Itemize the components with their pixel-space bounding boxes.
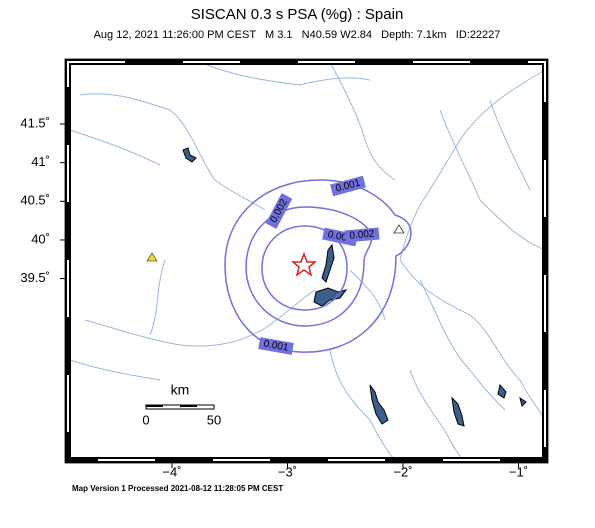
y-tick-label: 41˚ bbox=[31, 154, 50, 169]
contour-label-box bbox=[265, 193, 293, 229]
contour-line bbox=[224, 179, 412, 353]
river bbox=[489, 99, 531, 191]
y-tick-label: 40.5˚ bbox=[20, 193, 50, 208]
river bbox=[439, 109, 546, 251]
river bbox=[349, 269, 386, 321]
epicenter-star bbox=[290, 251, 318, 277]
river bbox=[329, 61, 396, 181]
river bbox=[199, 61, 371, 86]
river bbox=[419, 279, 506, 411]
scale-start: 0 bbox=[142, 412, 149, 427]
scale-bar: km 0 50 bbox=[142, 382, 221, 428]
map-frame-outline bbox=[64, 58, 549, 464]
scale-unit: km bbox=[171, 382, 190, 398]
lake bbox=[313, 287, 348, 307]
station-marker bbox=[393, 224, 405, 234]
contour-label-text: 0.002 bbox=[349, 229, 375, 242]
contour-label-box bbox=[330, 175, 366, 197]
rivers bbox=[69, 61, 546, 461]
contour-label: 0.001 bbox=[258, 337, 294, 355]
y-tick-label: 39.5˚ bbox=[20, 270, 50, 285]
x-tick-label: −4˚ bbox=[162, 464, 181, 479]
axis-ticks: 41.5˚ 41˚ 40.5˚ 40˚ 39.5˚ −4˚ −3˚ −2˚ −1˚ bbox=[20, 115, 528, 479]
lake bbox=[369, 384, 389, 425]
lake bbox=[497, 383, 507, 399]
river bbox=[399, 259, 546, 421]
scale-bar-segment bbox=[146, 405, 163, 407]
contour-label-text: 0.001 bbox=[263, 339, 290, 354]
river bbox=[79, 93, 266, 211]
x-tick-label: −3˚ bbox=[278, 464, 297, 479]
x-tick-label: −1˚ bbox=[509, 464, 528, 479]
map-frame-dashes bbox=[67, 61, 546, 461]
lakes bbox=[182, 147, 527, 427]
scale-end: 50 bbox=[207, 412, 221, 427]
contour-line bbox=[261, 225, 348, 311]
map-subtitle: Aug 12, 2021 11:26:00 PM CEST M 3.1 N40.… bbox=[94, 29, 501, 41]
river bbox=[409, 369, 463, 461]
river bbox=[69, 129, 161, 166]
river bbox=[329, 349, 396, 461]
scale-bar-segment bbox=[180, 405, 197, 407]
x-tick-label: −2˚ bbox=[393, 464, 412, 479]
lake bbox=[321, 243, 335, 283]
lake bbox=[451, 396, 465, 427]
contour-label-box bbox=[344, 227, 380, 243]
station-marker bbox=[146, 252, 158, 262]
y-tick-label: 41.5˚ bbox=[20, 115, 50, 130]
footer: Map Version 1 Processed 2021-08-12 11:28… bbox=[72, 484, 283, 493]
river bbox=[149, 259, 166, 336]
y-tick-label: 40˚ bbox=[31, 231, 50, 246]
lake bbox=[519, 396, 527, 407]
contour-label: 0.002 bbox=[344, 227, 380, 243]
lake bbox=[182, 147, 197, 163]
contour-label-box bbox=[258, 337, 294, 355]
river bbox=[69, 359, 161, 381]
map-title: SISCAN 0.3 s PSA (%g) : Spain bbox=[191, 6, 404, 23]
